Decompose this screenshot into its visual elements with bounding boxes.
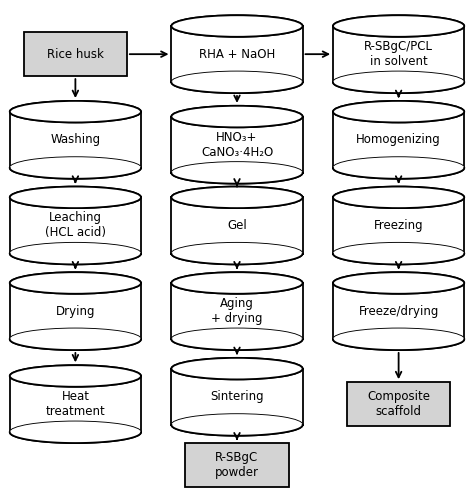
Ellipse shape <box>172 72 302 93</box>
Ellipse shape <box>10 157 141 179</box>
Text: RHA + NaOH: RHA + NaOH <box>199 48 275 61</box>
Ellipse shape <box>333 72 464 93</box>
Ellipse shape <box>172 414 302 436</box>
Ellipse shape <box>333 243 464 264</box>
Text: Aging
+ drying: Aging + drying <box>211 297 263 325</box>
Ellipse shape <box>333 329 464 350</box>
Bar <box>172 283 302 339</box>
Ellipse shape <box>10 243 141 264</box>
Ellipse shape <box>10 272 141 294</box>
Ellipse shape <box>333 157 464 179</box>
Text: Leaching
(HCL acid): Leaching (HCL acid) <box>45 211 106 240</box>
Ellipse shape <box>172 272 302 294</box>
Bar <box>24 32 127 76</box>
Ellipse shape <box>333 15 464 37</box>
Bar <box>172 26 302 82</box>
Text: Freeze/drying: Freeze/drying <box>358 304 439 318</box>
Ellipse shape <box>172 358 302 379</box>
Ellipse shape <box>10 365 141 387</box>
Ellipse shape <box>172 72 302 93</box>
Ellipse shape <box>333 157 464 179</box>
Text: R-SBgC
powder: R-SBgC powder <box>215 451 259 479</box>
Bar <box>10 198 141 253</box>
Ellipse shape <box>333 187 464 208</box>
Text: Heat
treatment: Heat treatment <box>46 390 105 418</box>
Ellipse shape <box>172 272 302 294</box>
Bar <box>172 198 302 253</box>
Ellipse shape <box>10 243 141 264</box>
Bar <box>333 26 464 82</box>
Ellipse shape <box>172 187 302 208</box>
Ellipse shape <box>172 329 302 350</box>
Bar <box>10 283 141 339</box>
Text: Composite
scaffold: Composite scaffold <box>367 390 430 418</box>
Ellipse shape <box>333 15 464 37</box>
Ellipse shape <box>10 101 141 122</box>
Ellipse shape <box>172 106 302 127</box>
Ellipse shape <box>172 358 302 379</box>
Ellipse shape <box>10 187 141 208</box>
Ellipse shape <box>172 15 302 37</box>
Ellipse shape <box>172 15 302 37</box>
Ellipse shape <box>333 187 464 208</box>
Text: Gel: Gel <box>227 219 247 232</box>
Text: Homogenizing: Homogenizing <box>356 133 441 147</box>
Text: HNO₃+
CaNO₃·4H₂O: HNO₃+ CaNO₃·4H₂O <box>201 131 273 159</box>
Ellipse shape <box>333 272 464 294</box>
Ellipse shape <box>333 101 464 122</box>
Ellipse shape <box>172 243 302 264</box>
Bar <box>347 382 450 426</box>
Ellipse shape <box>172 187 302 208</box>
Ellipse shape <box>333 243 464 264</box>
Ellipse shape <box>333 101 464 122</box>
Ellipse shape <box>172 329 302 350</box>
Bar <box>333 112 464 168</box>
Ellipse shape <box>172 106 302 127</box>
Ellipse shape <box>172 162 302 184</box>
Ellipse shape <box>10 329 141 350</box>
Text: Freezing: Freezing <box>374 219 423 232</box>
Bar <box>185 444 289 488</box>
Ellipse shape <box>172 243 302 264</box>
Ellipse shape <box>10 422 141 443</box>
Text: Drying: Drying <box>55 304 95 318</box>
Ellipse shape <box>10 329 141 350</box>
Bar <box>333 198 464 253</box>
Ellipse shape <box>172 162 302 184</box>
Bar <box>10 376 141 432</box>
Text: Sintering: Sintering <box>210 390 264 403</box>
Ellipse shape <box>10 187 141 208</box>
Ellipse shape <box>333 272 464 294</box>
Bar <box>172 369 302 425</box>
Text: R-SBgC/PCL
in solvent: R-SBgC/PCL in solvent <box>364 40 433 68</box>
Ellipse shape <box>10 272 141 294</box>
Ellipse shape <box>10 365 141 387</box>
Ellipse shape <box>10 157 141 179</box>
Ellipse shape <box>333 72 464 93</box>
Text: Washing: Washing <box>50 133 100 147</box>
Ellipse shape <box>10 422 141 443</box>
Ellipse shape <box>10 101 141 122</box>
Text: Rice husk: Rice husk <box>47 48 104 61</box>
Ellipse shape <box>172 414 302 436</box>
Bar <box>10 112 141 168</box>
Bar <box>333 283 464 339</box>
Ellipse shape <box>333 329 464 350</box>
Bar <box>172 117 302 173</box>
